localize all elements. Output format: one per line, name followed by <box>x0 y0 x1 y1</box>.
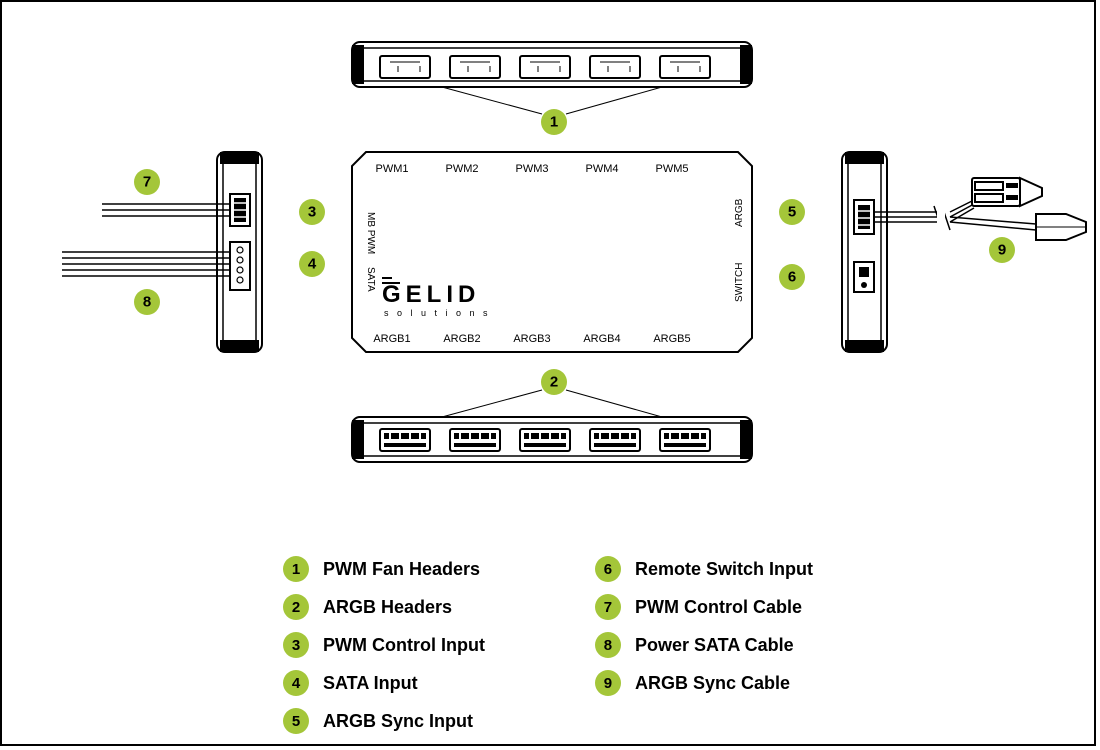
pwm-control-cable <box>102 204 230 216</box>
legend-badge: 5 <box>283 708 309 734</box>
legend-col-1: 1 PWM Fan Headers 2 ARGB Headers 3 PWM C… <box>283 556 485 734</box>
legend-text: PWM Control Input <box>323 635 485 656</box>
svg-text:5: 5 <box>788 204 796 221</box>
bottom-edge-view <box>352 417 752 462</box>
legend-badge: 6 <box>595 556 621 582</box>
sata-power-cable <box>62 252 230 276</box>
top-edge-view <box>352 42 752 87</box>
diagram-svg: PWM1 PWM2 PWM3 PWM4 PWM5 ARGB1 ARGB2 ARG… <box>2 2 1098 502</box>
svg-text:2: 2 <box>550 374 558 391</box>
legend-col-2: 6 Remote Switch Input 7 PWM Control Cabl… <box>595 556 813 734</box>
label-pwm1: PWM1 <box>376 163 409 175</box>
legend-text: SATA Input <box>323 673 418 694</box>
legend-item: 4 SATA Input <box>283 670 485 696</box>
svg-text:7: 7 <box>143 174 151 191</box>
label-argb4: ARGB4 <box>583 333 620 345</box>
legend-text: Power SATA Cable <box>635 635 794 656</box>
label-pwm2: PWM2 <box>446 163 479 175</box>
diagram-frame: PWM1 PWM2 PWM3 PWM4 PWM5 ARGB1 ARGB2 ARG… <box>0 0 1096 746</box>
svg-text:9: 9 <box>998 242 1006 259</box>
label-switch: SWITCH <box>734 263 745 302</box>
hub-top-view: PWM1 PWM2 PWM3 PWM4 PWM5 ARGB1 ARGB2 ARG… <box>352 152 752 352</box>
label-argb2: ARGB2 <box>443 333 480 345</box>
svg-text:3: 3 <box>308 204 316 221</box>
legend-badge: 1 <box>283 556 309 582</box>
legend-text: PWM Fan Headers <box>323 559 480 580</box>
label-pwm4: PWM4 <box>586 163 619 175</box>
label-argb1: ARGB1 <box>373 333 410 345</box>
legend-item: 6 Remote Switch Input <box>595 556 813 582</box>
svg-text:1: 1 <box>550 114 558 131</box>
legend-text: Remote Switch Input <box>635 559 813 580</box>
svg-text:4: 4 <box>308 256 317 273</box>
label-pwm5: PWM5 <box>656 163 689 175</box>
legend-item: 2 ARGB Headers <box>283 594 485 620</box>
label-pwm3: PWM3 <box>516 163 549 175</box>
right-edge-view <box>842 152 887 352</box>
label-argb-side: ARGB <box>734 198 745 227</box>
label-argb3: ARGB3 <box>513 333 550 345</box>
label-sata: SATA <box>365 267 376 292</box>
svg-text:8: 8 <box>143 294 151 311</box>
argb-sync-cable <box>874 178 1086 240</box>
legend-text: PWM Control Cable <box>635 597 802 618</box>
legend: 1 PWM Fan Headers 2 ARGB Headers 3 PWM C… <box>2 556 1094 734</box>
legend-badge: 4 <box>283 670 309 696</box>
legend-text: ARGB Sync Cable <box>635 673 790 694</box>
brand-logo: GELID <box>382 281 480 308</box>
label-mb-pwm: MB PWM <box>365 212 376 254</box>
legend-item: 7 PWM Control Cable <box>595 594 813 620</box>
legend-text: ARGB Headers <box>323 597 452 618</box>
label-argb5: ARGB5 <box>653 333 690 345</box>
legend-badge: 2 <box>283 594 309 620</box>
legend-item: 3 PWM Control Input <box>283 632 485 658</box>
legend-item: 5 ARGB Sync Input <box>283 708 485 734</box>
legend-badge: 3 <box>283 632 309 658</box>
legend-item: 1 PWM Fan Headers <box>283 556 485 582</box>
legend-badge: 9 <box>595 670 621 696</box>
legend-item: 9 ARGB Sync Cable <box>595 670 813 696</box>
brand-tagline: s o l u t i o n s <box>384 308 491 318</box>
legend-item: 8 Power SATA Cable <box>595 632 813 658</box>
svg-text:6: 6 <box>788 269 796 286</box>
legend-badge: 7 <box>595 594 621 620</box>
legend-text: ARGB Sync Input <box>323 711 473 732</box>
legend-badge: 8 <box>595 632 621 658</box>
